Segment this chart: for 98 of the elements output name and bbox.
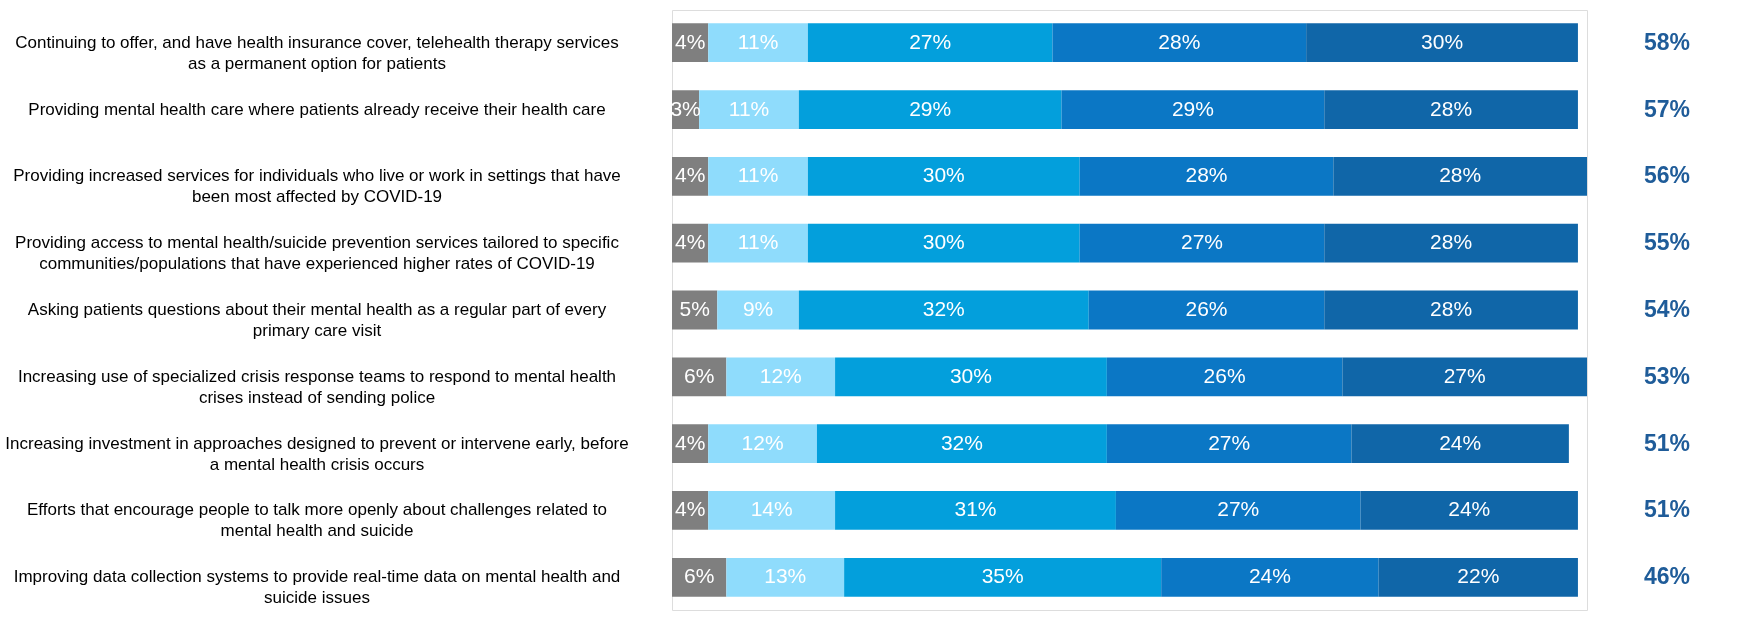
data-label: 27% (1217, 497, 1260, 521)
bar (1342, 357, 1587, 397)
bar (1378, 557, 1578, 597)
data-label: 28% (1430, 96, 1473, 120)
text: 55% (1643, 229, 1691, 256)
data-label: 28% (1439, 163, 1482, 187)
data-label: 28% (1430, 230, 1473, 254)
data-label: 5% (679, 297, 710, 320)
data-label: 28% (1185, 163, 1228, 187)
bar (708, 424, 817, 464)
data-label: 6% (684, 564, 715, 588)
bar (1106, 357, 1343, 397)
data-label: 28% (1158, 29, 1201, 53)
data-label: 14% (750, 497, 793, 521)
bar (807, 23, 1053, 63)
data-label: 30% (922, 230, 965, 254)
bar (798, 290, 1089, 330)
bar (1324, 90, 1578, 129)
bar (726, 557, 845, 597)
bar (1360, 491, 1578, 530)
data-label: 9% (742, 297, 774, 320)
data-label: 4% (674, 497, 706, 521)
y-tick-label: Providing access to mental health/suicide prevention services tailored to specific communities/populations that have experienced higher rates of COVID-19 (15, 233, 620, 274)
data-label: 22% (1457, 564, 1500, 588)
bar (1052, 23, 1307, 63)
y-tick-label: Continuing to offer, and have health insurance cover, telehealth therapy services as a permanent option for patients (15, 32, 619, 73)
bar (1079, 223, 1325, 263)
text: 54% (1643, 296, 1691, 322)
bar (1061, 90, 1325, 129)
text: 46% (1643, 563, 1691, 590)
data-label: 12% (741, 430, 784, 454)
bar (708, 156, 808, 196)
data-label: 30% (922, 163, 965, 187)
y-tick-label: Increasing use of specialized crisis response teams to respond to mental health crises instead of sending police (17, 366, 617, 407)
data-label: 30% (1421, 29, 1464, 53)
bar (1115, 491, 1361, 530)
y-tick-label: Providing increased services for individuals who live or work in settings that have been most affected by COVID-19 (13, 166, 621, 207)
data-label: 24% (1248, 564, 1291, 588)
data-label: 4% (674, 230, 706, 254)
bar (717, 290, 799, 330)
data-label: 13% (764, 564, 807, 588)
bar (1333, 156, 1587, 196)
data-label: 26% (1185, 297, 1228, 320)
bar (708, 491, 836, 530)
bar (835, 491, 1116, 530)
data-label: 30% (949, 363, 992, 387)
data-label: 27% (1180, 230, 1223, 254)
bar (807, 223, 1080, 263)
y-tick-label: Improving data collection systems to provide real-time data on mental health and suicide issues (13, 567, 621, 608)
data-label: 31% (954, 497, 997, 521)
bar (1161, 557, 1379, 597)
data-label: 26% (1203, 363, 1246, 387)
text: 53% (1643, 362, 1691, 389)
data-label: 32% (922, 297, 965, 320)
data-label: 27% (909, 29, 952, 53)
data-label: 11% (737, 163, 779, 187)
data-label: 27% (1208, 430, 1251, 454)
data-label: 4% (674, 163, 706, 187)
bar (708, 23, 808, 63)
data-label: 35% (981, 564, 1024, 588)
data-label: 27% (1443, 363, 1486, 387)
text: 51% (1643, 429, 1691, 456)
bar (835, 357, 1107, 397)
data-label: 11% (728, 96, 770, 120)
bar (1088, 290, 1325, 330)
text: 57% (1643, 95, 1691, 122)
data-label: 32% (940, 430, 983, 454)
bar (807, 156, 1080, 196)
bar (708, 223, 808, 263)
data-label: 28% (1430, 297, 1473, 320)
bar (1106, 424, 1352, 464)
data-label: 11% (737, 230, 779, 254)
data-label: 29% (909, 96, 952, 120)
bar (1351, 424, 1569, 464)
bar (1324, 223, 1578, 263)
y-tick-label: Efforts that encourage people to talk more openly about challenges related to mental health and suicide (27, 500, 607, 541)
data-label: 24% (1439, 430, 1482, 454)
data-label: 4% (674, 430, 706, 454)
bar (699, 90, 799, 129)
text: 51% (1643, 496, 1691, 523)
y-tick-label: Asking patients questions about their mental health as a regular part of every primary care visit (27, 300, 607, 340)
data-label: 4% (674, 29, 706, 53)
data-label: 24% (1448, 497, 1491, 521)
data-label: 6% (684, 363, 715, 387)
bar (726, 357, 836, 397)
data-label: 11% (737, 29, 779, 53)
y-tick-label: Providing mental health care where patients already receive their health care (28, 99, 606, 119)
bar (1324, 290, 1578, 330)
text: 56% (1643, 162, 1691, 189)
bar (798, 90, 1062, 129)
bar (1079, 156, 1334, 196)
bar (1306, 23, 1578, 63)
bar (844, 557, 1162, 597)
text: 58% (1643, 28, 1691, 55)
y-tick-label: Increasing investment in approaches designed to prevent or intervene early, before a mental health crisis occurs (5, 433, 629, 474)
bar (816, 424, 1107, 464)
data-label: 12% (759, 363, 802, 387)
data-label: 29% (1171, 96, 1214, 120)
